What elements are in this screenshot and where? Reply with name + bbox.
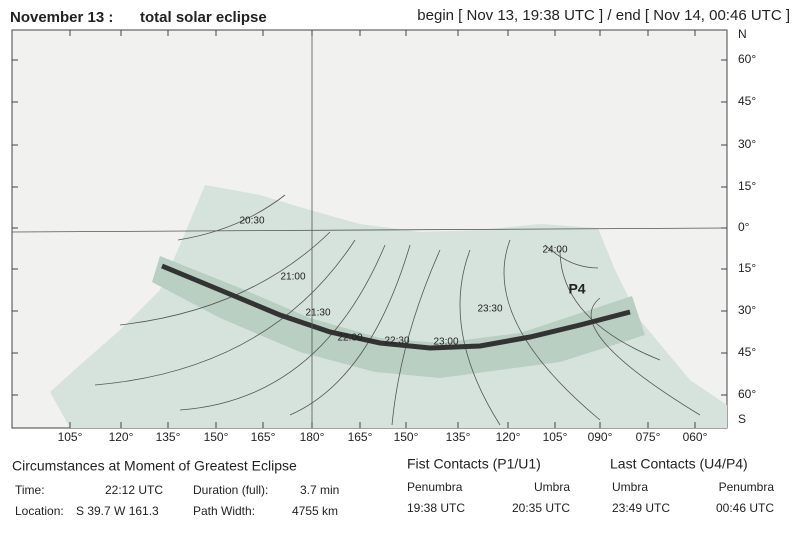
lon-label: 075° bbox=[636, 430, 661, 444]
circumstances-title: Circumstances at Moment of Greatest Ecli… bbox=[12, 458, 297, 474]
column-label: Umbra bbox=[612, 480, 648, 494]
lat-label: 0° bbox=[738, 220, 750, 234]
time-label: 20:30 bbox=[239, 216, 264, 227]
field-label: Time: bbox=[15, 483, 45, 497]
lat-label: 45° bbox=[738, 94, 756, 108]
contour bbox=[503, 239, 601, 421]
equator bbox=[11, 227, 728, 233]
time-label: P4 bbox=[568, 281, 585, 297]
central-line bbox=[161, 263, 631, 351]
lon-label: 150° bbox=[204, 430, 229, 444]
contour bbox=[119, 231, 331, 326]
map bbox=[11, 29, 728, 429]
contour bbox=[179, 244, 386, 411]
lon-label: 060° bbox=[683, 430, 708, 444]
lon-label: 135° bbox=[446, 430, 471, 444]
contact-time: 23:49 UTC bbox=[612, 501, 670, 515]
lat-label: 15° bbox=[738, 261, 756, 275]
contour bbox=[590, 297, 701, 416]
column-label: Penumbra bbox=[407, 480, 463, 494]
contact-time: 19:38 UTC bbox=[407, 501, 465, 515]
field-value: S 39.7 W 161.3 bbox=[76, 504, 159, 518]
field-label: Location: bbox=[15, 504, 64, 518]
time-label: 22:00 bbox=[337, 333, 362, 344]
lat-label: 30° bbox=[738, 137, 756, 151]
penumbra-region bbox=[50, 185, 727, 428]
contour bbox=[391, 249, 441, 426]
contour bbox=[459, 249, 501, 426]
field-label: Duration (full): bbox=[193, 483, 268, 497]
header-date: November 13 : bbox=[10, 9, 113, 26]
time-label: 24:00 bbox=[542, 245, 567, 256]
lat-label: 30° bbox=[738, 303, 756, 317]
time-label: 21:00 bbox=[280, 272, 305, 283]
lon-label: 120° bbox=[496, 430, 521, 444]
time-contours bbox=[94, 194, 701, 426]
column-label: Penumbra bbox=[719, 480, 775, 494]
lat-label: 45° bbox=[738, 345, 756, 359]
contour bbox=[177, 194, 286, 241]
lat-label: 15° bbox=[738, 179, 756, 193]
lon-label: 105° bbox=[543, 430, 568, 444]
header-range: begin [ Nov 13, 19:38 UTC ] / end [ Nov … bbox=[417, 7, 790, 24]
field-value: 3.7 min bbox=[300, 483, 339, 497]
field-value: 22:12 UTC bbox=[105, 483, 163, 497]
lat-label: N bbox=[738, 27, 747, 41]
frame-ticks bbox=[12, 30, 727, 428]
lon-label: 165° bbox=[251, 430, 276, 444]
lon-label: 090° bbox=[588, 430, 613, 444]
column-label: Umbra bbox=[534, 480, 570, 494]
lat-label: S bbox=[738, 412, 746, 426]
time-label: 23:30 bbox=[477, 304, 502, 315]
field-value: 4755 km bbox=[292, 504, 338, 518]
lat-label: 60° bbox=[738, 387, 756, 401]
first-contacts-title: Fist Contacts (P1/U1) bbox=[407, 456, 541, 472]
field-label: Path Width: bbox=[193, 504, 255, 518]
lon-label: 150° bbox=[394, 430, 419, 444]
time-label: 21:30 bbox=[305, 308, 330, 319]
last-contacts-title: Last Contacts (U4/P4) bbox=[610, 456, 748, 472]
time-label: 22:30 bbox=[384, 336, 409, 347]
contact-time: 00:46 UTC bbox=[716, 501, 774, 515]
header-kind: total solar eclipse bbox=[140, 9, 267, 26]
lon-label: 105° bbox=[58, 430, 83, 444]
time-label: 23:00 bbox=[433, 337, 458, 348]
contact-time: 20:35 UTC bbox=[512, 501, 570, 515]
lat-label: 60° bbox=[738, 52, 756, 66]
lon-label: 180° bbox=[300, 430, 325, 444]
lon-label: 120° bbox=[109, 430, 134, 444]
contour bbox=[544, 244, 599, 269]
lon-label: 165° bbox=[348, 430, 373, 444]
contour bbox=[94, 239, 356, 386]
lon-label: 135° bbox=[156, 430, 181, 444]
umbra-zone bbox=[152, 256, 645, 378]
contour bbox=[559, 249, 661, 361]
contour bbox=[289, 244, 411, 416]
